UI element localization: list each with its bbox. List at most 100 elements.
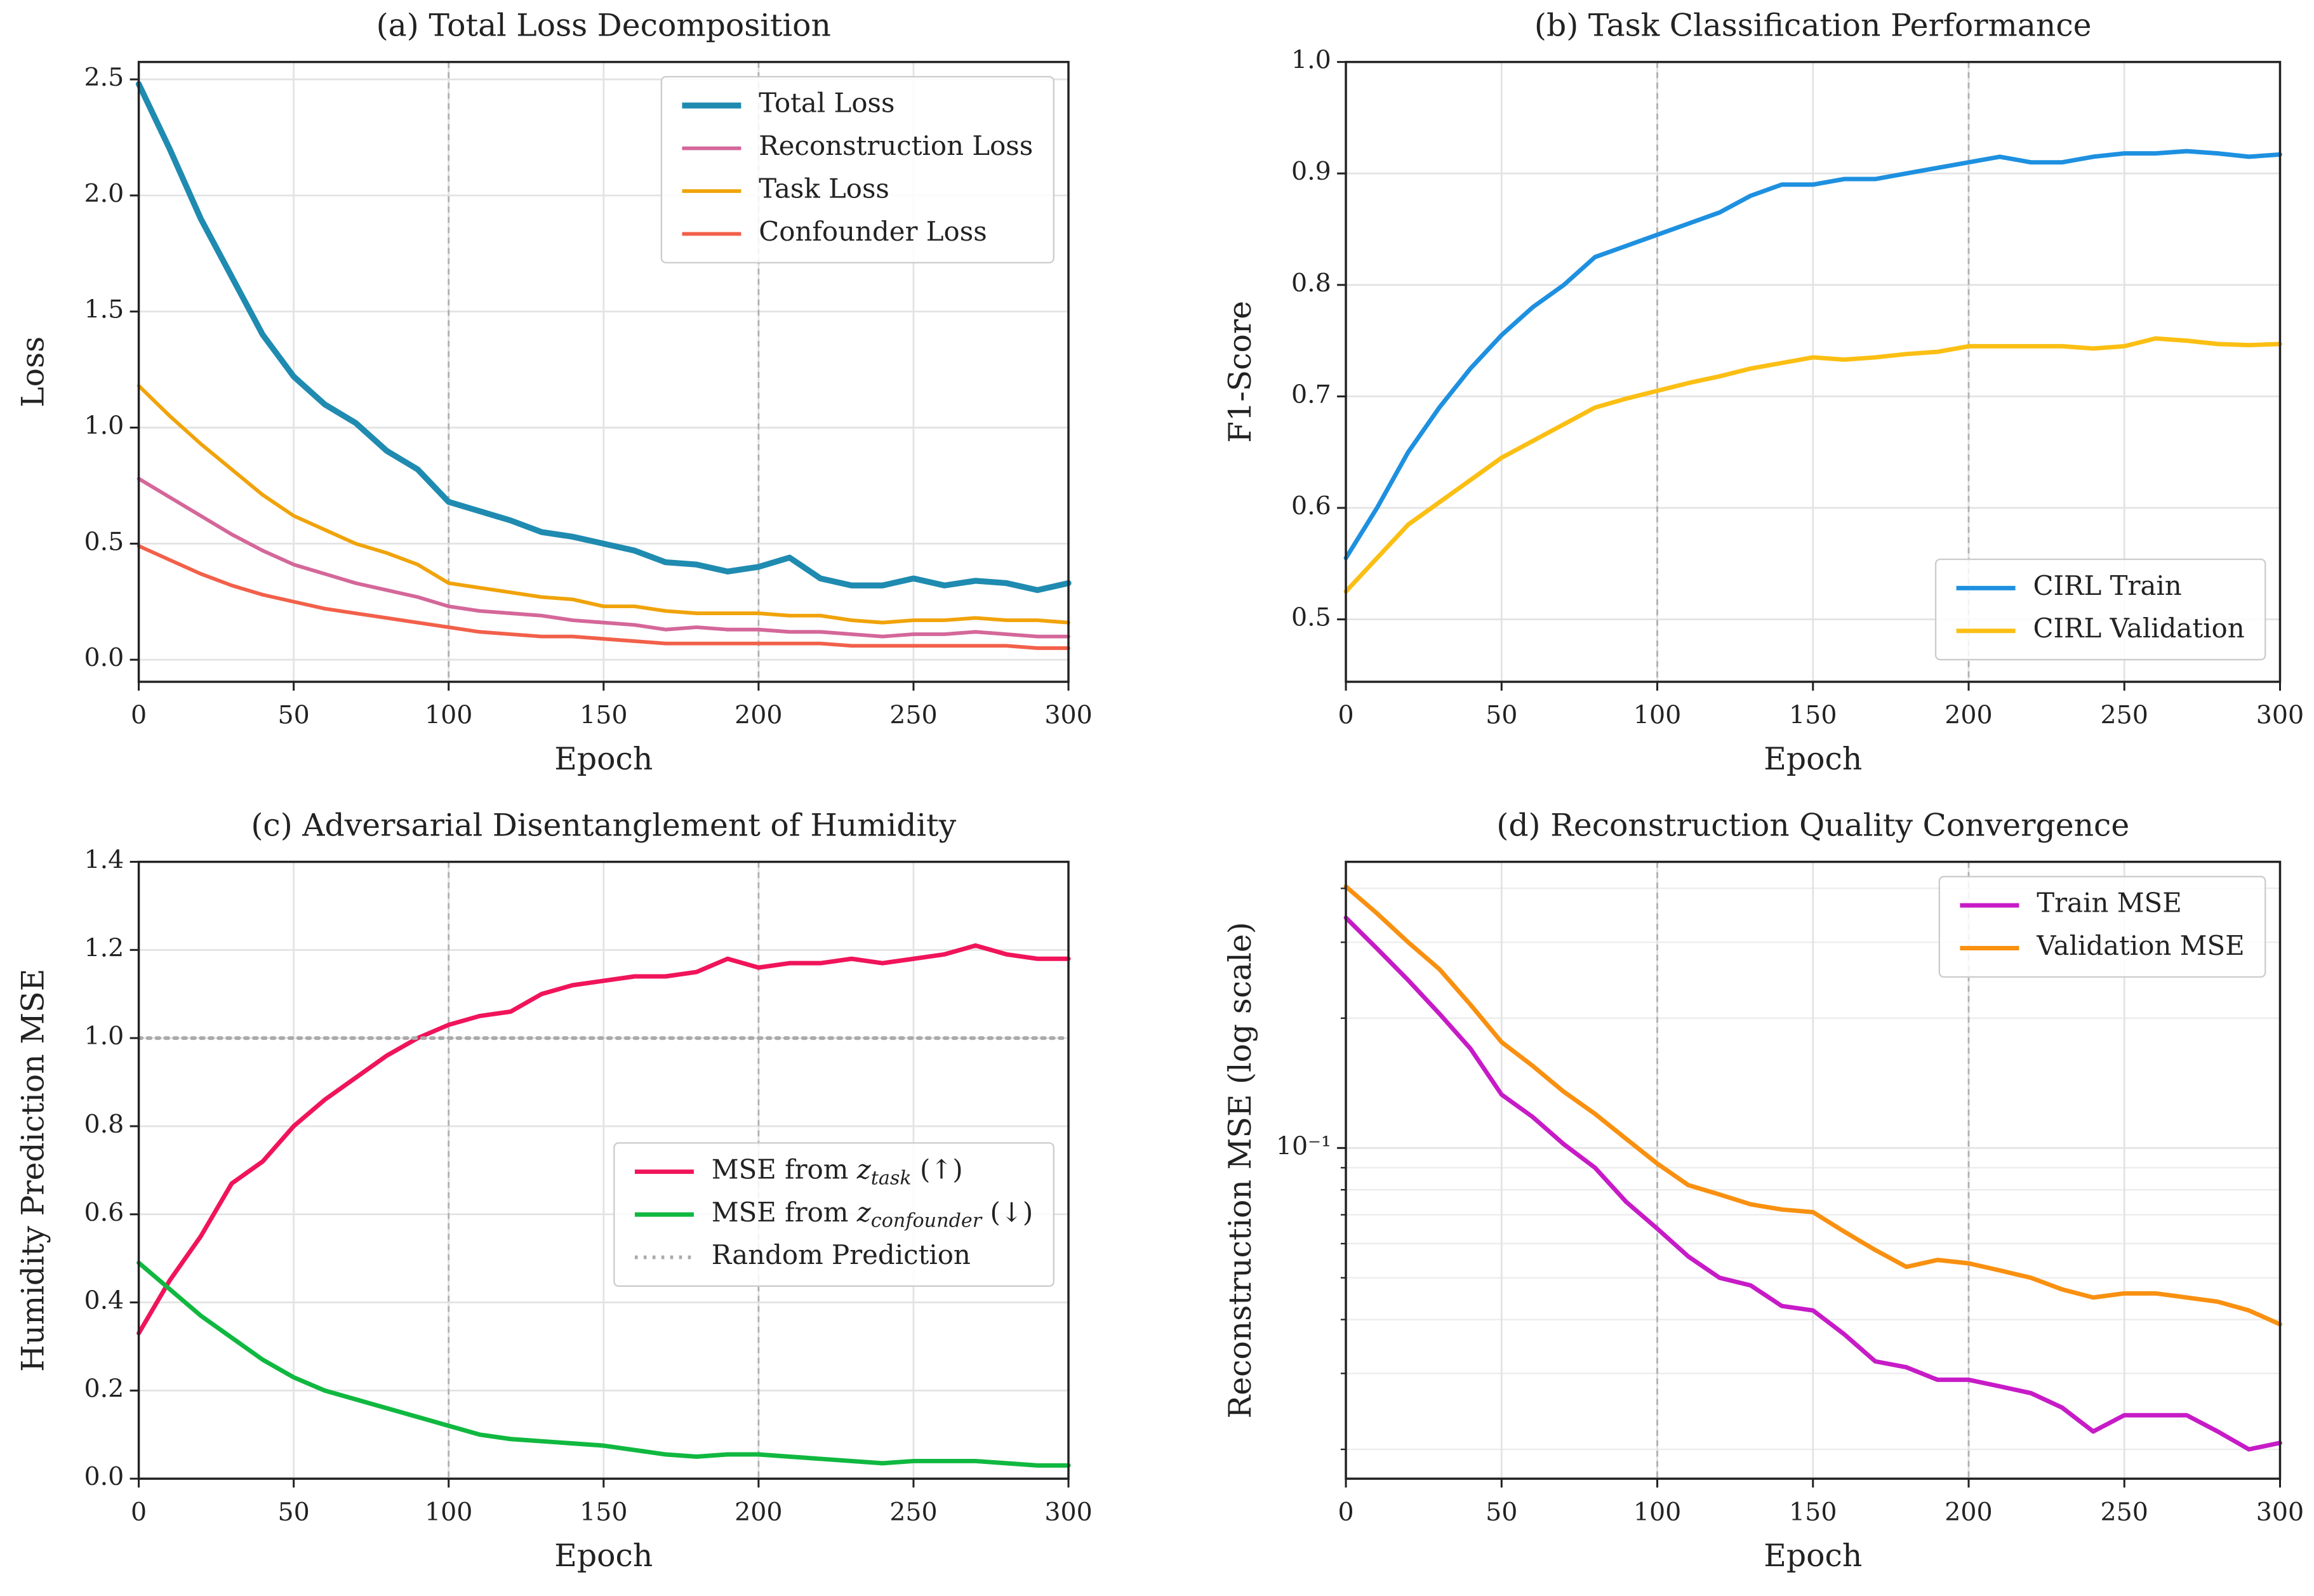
series-line [136, 1260, 1071, 1468]
y-tick-label: 0.5 [84, 527, 124, 556]
axes-frame [137, 860, 1070, 1480]
legend-label: Task Loss [759, 173, 889, 204]
x-tick-label: 150 [580, 1498, 627, 1527]
x-tick-label: 300 [1044, 1498, 1092, 1527]
x-axis-label: Epoch [554, 741, 653, 777]
y-axis-label: Humidity Prediction MSE [15, 969, 51, 1372]
y-axis-label: Loss [15, 336, 51, 408]
y-axis-label: F1-Score [1222, 301, 1258, 443]
legend-subscript: confounder [871, 1210, 983, 1232]
x-tick-label: 250 [2101, 701, 2148, 730]
x-tick-label: 100 [1633, 701, 1681, 730]
legend-text-part: MSE from [712, 1154, 857, 1185]
x-tick-label: 100 [425, 701, 472, 730]
y-tick-label: 1.0 [84, 1021, 124, 1051]
series-line [1343, 336, 2282, 594]
x-tick-label: 50 [278, 1498, 310, 1527]
series-line [1343, 149, 2282, 561]
series-line [1343, 884, 2282, 1327]
x-tick-label: 250 [2101, 1498, 2148, 1527]
legend-label: Random Prediction [712, 1239, 971, 1270]
y-tick-label: 10⁻¹ [1276, 1131, 1331, 1160]
legend-var: z [856, 1154, 872, 1185]
y-tick-label: 0.0 [84, 1462, 124, 1491]
series-line [136, 477, 1070, 639]
x-tick-label: 200 [735, 701, 782, 730]
legend: Total Loss Reconstruction Loss Task Loss Co… [660, 76, 1054, 263]
x-tick-label: 50 [1486, 1498, 1517, 1527]
y-tick-label: 0.9 [1291, 157, 1331, 186]
x-tick-label: 300 [2256, 701, 2304, 730]
series-line [136, 383, 1070, 625]
legend-label: Confounder Loss [759, 216, 987, 247]
x-tick-label: 150 [1789, 1498, 1837, 1527]
legend-frame [1938, 875, 2266, 978]
legend-label: Total Loss [759, 88, 894, 119]
x-tick-label: 50 [278, 701, 310, 730]
x-tick-label: 300 [2256, 1498, 2304, 1527]
y-tick-label: 1.4 [84, 846, 124, 875]
legend-label: Validation MSE [2036, 930, 2244, 961]
y-tick-label: 1.0 [84, 411, 124, 441]
x-axis-label: Epoch [554, 1538, 653, 1574]
y-tick-label: 1.2 [84, 933, 124, 962]
legend-frame [1934, 558, 2266, 661]
x-tick-label: 150 [1789, 701, 1837, 730]
y-tick-label: 0.2 [84, 1374, 124, 1403]
y-tick-label: 0.6 [84, 1198, 124, 1227]
legend: CIRL Train CIRL Validation [1934, 558, 2266, 661]
x-tick-label: 100 [1633, 1498, 1681, 1527]
y-tick-label: 0.5 [1291, 603, 1331, 632]
series-line [1343, 915, 2282, 1452]
chart-title: (d) Reconstruction Quality Convergence [1496, 808, 2129, 844]
y-tick-label: 0.6 [1291, 491, 1331, 521]
x-tick-label: 200 [735, 1498, 782, 1527]
x-axis-label: Epoch [1764, 741, 1862, 777]
series-line [136, 544, 1070, 650]
series-line [135, 81, 1072, 594]
y-tick-label: 0.8 [84, 1110, 124, 1139]
legend-label: CIRL Validation [2033, 613, 2245, 644]
y-tick-label: 1.5 [84, 295, 124, 324]
y-tick-label: 2.0 [84, 179, 124, 208]
legend: MSE from ztask (↑)MSE from zconfounder (… [613, 1142, 1054, 1287]
legend: Train MSE Validation MSE [1938, 875, 2266, 978]
x-tick-label: 250 [889, 1498, 937, 1527]
x-tick-label: 100 [425, 1498, 472, 1527]
axes-frame [1345, 860, 2282, 1480]
legend-label: CIRL Train [2033, 570, 2182, 601]
x-axis-label: Epoch [1764, 1538, 1862, 1574]
y-tick-label: 0.8 [1291, 269, 1331, 298]
legend-label: Reconstruction Loss [759, 130, 1033, 161]
legend-text-part: MSE from [712, 1197, 857, 1228]
y-axis-label: Reconstruction MSE (log scale) [1222, 922, 1258, 1418]
x-tick-label: 0 [1338, 701, 1353, 730]
x-tick-label: 0 [1338, 1498, 1353, 1527]
legend-subscript: task [871, 1167, 912, 1189]
legend-label: MSE from ztask (↑) [712, 1154, 963, 1189]
y-tick-label: 1.0 [1291, 46, 1331, 75]
legend-label: Train MSE [2037, 888, 2181, 919]
legend-frame [613, 1142, 1054, 1287]
chart-title: (a) Total Loss Decomposition [376, 8, 831, 44]
legend-text-part: (↑) [912, 1154, 963, 1185]
x-tick-label: 150 [580, 701, 627, 730]
chart-title: (b) Task Classification Performance [1534, 8, 2092, 44]
legend-label: MSE from zconfounder (↓) [712, 1197, 1033, 1232]
legend-var: z [856, 1197, 872, 1228]
x-tick-label: 250 [889, 701, 937, 730]
chart-title: (c) Adversarial Disentanglement of Humid… [251, 808, 956, 844]
legend-text-part: (↓) [981, 1197, 1033, 1228]
y-tick-label: 2.5 [84, 63, 124, 92]
x-tick-label: 0 [131, 701, 147, 730]
series-line [136, 943, 1071, 1336]
legend-frame [660, 76, 1054, 263]
y-tick-label: 0.4 [84, 1286, 124, 1315]
y-tick-label: 0.0 [84, 643, 124, 672]
x-tick-label: 200 [1945, 1498, 1992, 1527]
y-tick-label: 0.7 [1291, 380, 1331, 409]
x-tick-label: 50 [1486, 701, 1517, 730]
x-tick-label: 0 [131, 1498, 147, 1527]
x-tick-label: 300 [1044, 701, 1092, 730]
